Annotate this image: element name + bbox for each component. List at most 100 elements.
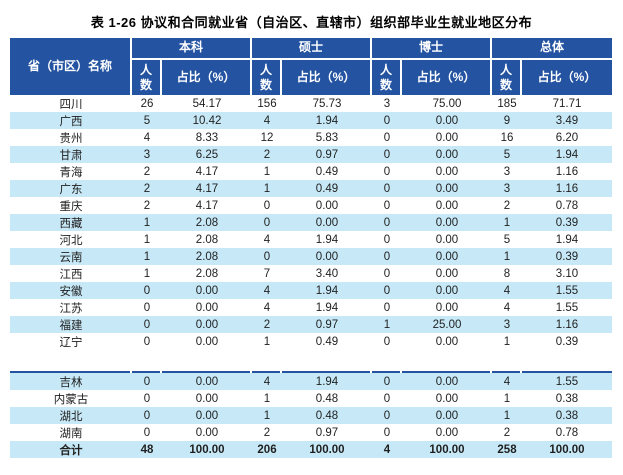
cell-undergrad-pct: 0.00 <box>162 333 252 350</box>
cell-doctor-pct: 0.00 <box>402 180 492 197</box>
header-group-overall: 总体 <box>492 38 612 60</box>
cell-master-pct: 0.48 <box>282 390 372 407</box>
cell-undergrad-count: 1 <box>132 265 162 282</box>
cell-overall-count: 3 <box>492 316 522 333</box>
section-top-border <box>252 371 280 373</box>
cell-overall-pct: 0.38 <box>522 390 612 407</box>
cell-doctor-count: 0 <box>372 424 402 441</box>
cell-doctor-count: 4 <box>372 441 402 458</box>
cell-master-pct: 0.00 <box>282 214 372 231</box>
cell-overall-count: 1 <box>492 248 522 265</box>
cell-undergrad-count: 0 <box>132 316 162 333</box>
cell-doctor-count: 0 <box>372 333 402 350</box>
header-group-master: 硕士 <box>252 38 372 60</box>
cell-province: 江苏 <box>10 299 132 316</box>
cell-doctor-pct: 0.00 <box>402 197 492 214</box>
cell-master-pct: 1.94 <box>282 282 372 299</box>
cell-doctor-count: 0 <box>372 112 402 129</box>
cell-master-pct: 0.97 <box>282 316 372 333</box>
header-group-undergrad: 本科 <box>132 38 252 60</box>
cell-overall-count: 4 <box>492 373 522 390</box>
cell-doctor-count: 0 <box>372 390 402 407</box>
cell-province: 广东 <box>10 180 132 197</box>
cell-province: 福建 <box>10 316 132 333</box>
cell-undergrad-count: 48 <box>132 441 162 458</box>
cell-undergrad-count: 0 <box>132 282 162 299</box>
cell-master-pct: 100.00 <box>282 441 372 458</box>
cell-master-count: 4 <box>252 282 282 299</box>
cell-overall-count: 1 <box>492 390 522 407</box>
cell-doctor-count: 0 <box>372 129 402 146</box>
cell-master-pct: 0.49 <box>282 333 372 350</box>
cell-doctor-pct: 0.00 <box>402 424 492 441</box>
cell-undergrad-pct: 2.08 <box>162 214 252 231</box>
cell-doctor-pct: 0.00 <box>402 265 492 282</box>
cell-undergrad-pct: 0.00 <box>162 407 252 424</box>
cell-overall-pct: 0.39 <box>522 248 612 265</box>
cell-province: 湖南 <box>10 424 132 441</box>
cell-doctor-count: 0 <box>372 282 402 299</box>
cell-doctor-pct: 0.00 <box>402 248 492 265</box>
cell-undergrad-count: 1 <box>132 231 162 248</box>
header-province: 省（市区）名称 <box>10 38 132 95</box>
cell-master-count: 1 <box>252 180 282 197</box>
cell-master-count: 4 <box>252 231 282 248</box>
cell-doctor-pct: 0.00 <box>402 407 492 424</box>
cell-doctor-pct: 0.00 <box>402 333 492 350</box>
count-label: 人数 <box>379 62 392 92</box>
section-top-border <box>402 371 490 373</box>
cell-doctor-count: 0 <box>372 373 402 390</box>
cell-overall-pct: 100.00 <box>522 441 612 458</box>
cell-doctor-pct: 100.00 <box>402 441 492 458</box>
cell-doctor-count: 3 <box>372 95 402 112</box>
cell-master-pct: 3.40 <box>282 265 372 282</box>
cell-province: 广西 <box>10 112 132 129</box>
cell-province: 青海 <box>10 163 132 180</box>
cell-master-pct: 75.73 <box>282 95 372 112</box>
section-top-border <box>492 371 520 373</box>
cell-overall-count: 185 <box>492 95 522 112</box>
cell-master-pct: 0.49 <box>282 180 372 197</box>
cell-master-count: 0 <box>252 214 282 231</box>
cell-overall-pct: 0.78 <box>522 424 612 441</box>
section-top-border <box>522 371 612 373</box>
cell-master-count: 1 <box>252 333 282 350</box>
cell-overall-count: 8 <box>492 265 522 282</box>
cell-overall-pct: 1.55 <box>522 299 612 316</box>
cell-master-count: 4 <box>252 112 282 129</box>
cell-overall-count: 16 <box>492 129 522 146</box>
cell-master-pct: 0.49 <box>282 163 372 180</box>
cell-undergrad-pct: 6.25 <box>162 146 252 163</box>
cell-master-pct: 5.83 <box>282 129 372 146</box>
cell-doctor-pct: 0.00 <box>402 112 492 129</box>
header-undergrad-percent: 占比（%） <box>162 60 252 95</box>
cell-undergrad-count: 0 <box>132 299 162 316</box>
cell-undergrad-count: 26 <box>132 95 162 112</box>
cell-overall-count: 1 <box>492 214 522 231</box>
cell-undergrad-pct: 0.00 <box>162 390 252 407</box>
cell-undergrad-pct: 100.00 <box>162 441 252 458</box>
cell-undergrad-count: 1 <box>132 214 162 231</box>
cell-undergrad-count: 5 <box>132 112 162 129</box>
cell-overall-count: 9 <box>492 112 522 129</box>
table-title: 表 1-26 协议和合同就业省（自治区、直辖市）组织部毕业生就业地区分布 <box>90 15 533 30</box>
cell-undergrad-pct: 4.17 <box>162 163 252 180</box>
cell-undergrad-pct: 0.00 <box>162 424 252 441</box>
cell-undergrad-count: 4 <box>132 129 162 146</box>
cell-overall-pct: 1.16 <box>522 316 612 333</box>
cell-doctor-count: 0 <box>372 299 402 316</box>
cell-undergrad-count: 0 <box>132 390 162 407</box>
cell-overall-count: 2 <box>492 424 522 441</box>
cell-overall-count: 5 <box>492 146 522 163</box>
cell-undergrad-count: 3 <box>132 146 162 163</box>
header-master-count: 人数 <box>252 60 282 95</box>
cell-doctor-pct: 0.00 <box>402 231 492 248</box>
cell-overall-pct: 0.39 <box>522 214 612 231</box>
cell-undergrad-pct: 2.08 <box>162 231 252 248</box>
cell-doctor-count: 1 <box>372 316 402 333</box>
cell-undergrad-count: 1 <box>132 248 162 265</box>
count-label: 人数 <box>139 62 152 92</box>
cell-overall-pct: 3.10 <box>522 265 612 282</box>
cell-master-pct: 1.94 <box>282 373 372 390</box>
cell-undergrad-pct: 0.00 <box>162 373 252 390</box>
